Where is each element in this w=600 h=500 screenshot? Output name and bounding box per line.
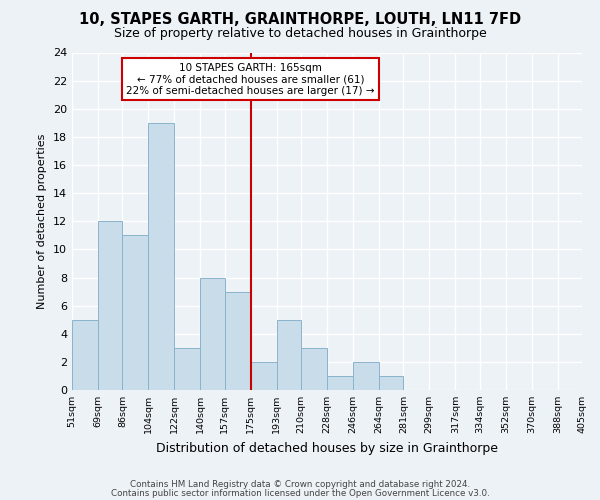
X-axis label: Distribution of detached houses by size in Grainthorpe: Distribution of detached houses by size … — [156, 442, 498, 454]
Bar — [98, 221, 122, 390]
Bar — [200, 278, 225, 390]
Bar — [327, 376, 353, 390]
Bar — [353, 362, 379, 390]
Bar — [72, 320, 98, 390]
Bar — [122, 236, 148, 390]
Bar — [301, 348, 327, 390]
Text: 10, STAPES GARTH, GRAINTHORPE, LOUTH, LN11 7FD: 10, STAPES GARTH, GRAINTHORPE, LOUTH, LN… — [79, 12, 521, 28]
Bar — [225, 292, 251, 390]
Text: Contains HM Land Registry data © Crown copyright and database right 2024.: Contains HM Land Registry data © Crown c… — [130, 480, 470, 489]
Y-axis label: Number of detached properties: Number of detached properties — [37, 134, 47, 309]
Text: 10 STAPES GARTH: 165sqm
← 77% of detached houses are smaller (61)
22% of semi-de: 10 STAPES GARTH: 165sqm ← 77% of detache… — [126, 62, 375, 96]
Text: Size of property relative to detached houses in Grainthorpe: Size of property relative to detached ho… — [113, 28, 487, 40]
Bar — [251, 362, 277, 390]
Bar — [277, 320, 301, 390]
Bar — [174, 348, 200, 390]
Bar — [379, 376, 403, 390]
Bar — [148, 123, 174, 390]
Text: Contains public sector information licensed under the Open Government Licence v3: Contains public sector information licen… — [110, 489, 490, 498]
